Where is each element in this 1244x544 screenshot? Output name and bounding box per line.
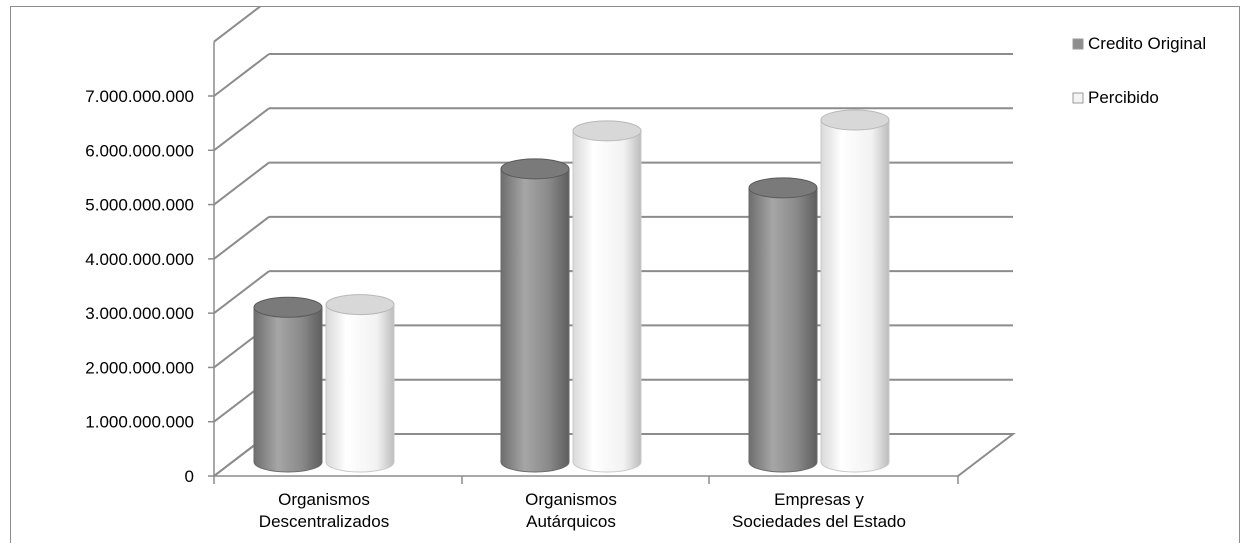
bar-body [820, 119, 890, 473]
depth-gridline [213, 53, 270, 97]
bar-credito-original [500, 158, 570, 473]
chart-svg: 0 1.000.000.000 2.000.000.000 3.000.000.000… [85, 7, 1206, 531]
bar-top [500, 158, 570, 180]
y-tick-label: 7.000.000.000 [85, 87, 194, 106]
legend-label: Percibido [1088, 88, 1159, 107]
depth-gridline [213, 7, 262, 43]
legend-swatch [1072, 38, 1084, 50]
bar-percibido [325, 294, 395, 473]
bar-body [253, 306, 323, 473]
depth-gridline [213, 216, 270, 260]
bar-body [325, 304, 395, 473]
y-tick-label: 2.000.000.000 [85, 358, 194, 377]
bar-body [748, 187, 818, 473]
y-tick-label: 1.000.000.000 [85, 413, 194, 432]
bar-credito-original [748, 177, 818, 473]
bar-top [325, 294, 395, 316]
legend-swatch [1072, 92, 1084, 104]
chart-frame: 0 1.000.000.000 2.000.000.000 3.000.000.000… [10, 6, 1240, 543]
bar-body [572, 130, 642, 473]
bar-percibido [820, 109, 890, 473]
depth-gridline [213, 161, 270, 206]
depth-gridline [213, 270, 270, 314]
bar-body [500, 168, 570, 473]
category-label: Organismos [525, 490, 617, 509]
y-tick-label: 5.000.000.000 [85, 196, 194, 215]
bar-top [253, 296, 323, 318]
axis-layer [208, 41, 959, 484]
depth-gridline [213, 107, 270, 152]
category-label: Organismos [278, 490, 370, 509]
bar-top [820, 109, 890, 131]
y-tick-label: 0 [185, 467, 194, 486]
category-label: Descentralizados [259, 512, 389, 531]
bar-layer [253, 109, 890, 473]
category-label: Sociedades del Estado [732, 512, 906, 531]
bar-percibido [572, 120, 642, 473]
bar-credito-original [253, 296, 323, 473]
y-tick-label: 6.000.000.000 [85, 141, 194, 160]
legend: Credito Original Percibido [1072, 34, 1206, 107]
category-label: Empresas y [774, 490, 864, 509]
y-tick-label: 3.000.000.000 [85, 304, 194, 323]
bar-top [748, 177, 818, 199]
label-layer: 0 1.000.000.000 2.000.000.000 3.000.000.000… [85, 87, 906, 531]
y-tick-label: 4.000.000.000 [85, 250, 194, 269]
category-label: Autárquicos [526, 512, 616, 531]
legend-label: Credito Original [1088, 34, 1206, 53]
bar-top [572, 120, 642, 142]
